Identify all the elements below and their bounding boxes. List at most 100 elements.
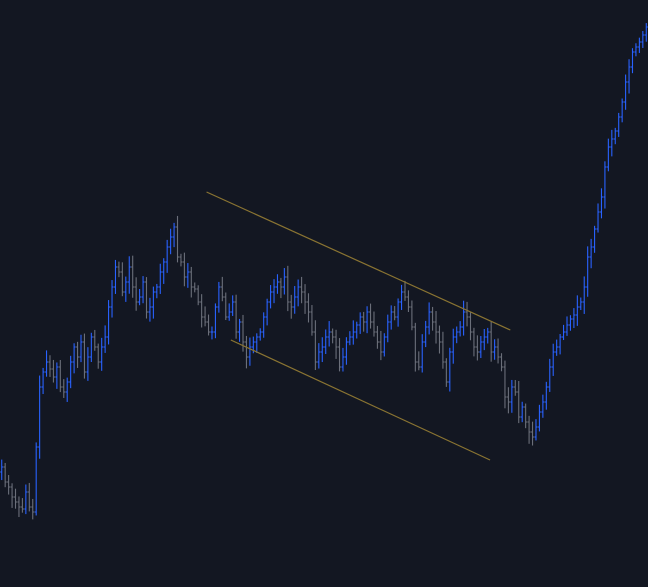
price-bar: [424, 320, 428, 348]
price-bar: [107, 300, 111, 345]
price-bar: [513, 380, 517, 396]
price-bar: [627, 59, 631, 94]
price-bar: [89, 332, 93, 363]
price-bar: [603, 161, 607, 209]
price-bar: [196, 285, 200, 306]
price-bar: [289, 294, 293, 319]
price-bar: [162, 258, 166, 284]
price-bar: [69, 355, 73, 389]
price-bar: [389, 305, 393, 330]
price-bar: [20, 498, 24, 513]
price-bar: [624, 74, 628, 110]
price-bar: [331, 328, 335, 344]
price-bar: [634, 43, 638, 57]
price-bar: [7, 475, 11, 495]
price-bar: [434, 311, 438, 344]
price-bar: [306, 293, 311, 323]
price-bar: [62, 379, 66, 398]
price-bar: [155, 283, 159, 299]
price-bar: [524, 403, 528, 429]
price-bar: [341, 347, 345, 372]
price-bar: [496, 338, 500, 364]
price-bar: [72, 343, 76, 374]
price-bar: [34, 442, 38, 516]
price-bar: [565, 316, 569, 336]
price-bar: [269, 285, 273, 309]
price-bar: [282, 268, 286, 295]
price-bar: [503, 360, 507, 409]
price-bar: [17, 496, 21, 518]
price-bar: [334, 329, 338, 359]
price-bar: [248, 337, 252, 366]
price-bar: [613, 127, 617, 145]
price-bar: [372, 311, 376, 337]
price-bar: [489, 321, 493, 362]
price-bar: [620, 98, 624, 123]
price-bar: [562, 324, 566, 341]
price-bar: [586, 246, 590, 297]
price-bar: [400, 284, 404, 310]
price-bar: [179, 253, 183, 267]
price-bar: [375, 325, 379, 349]
price-bar: [86, 347, 90, 381]
price-bar: [641, 30, 645, 48]
price-bar: [348, 331, 352, 346]
channel-lower-line[interactable]: [230, 339, 491, 461]
price-bar: [296, 279, 300, 307]
trend-channel[interactable]: [206, 191, 511, 461]
price-bar: [244, 335, 248, 369]
price-bar: [527, 415, 531, 444]
price-bar: [541, 394, 545, 418]
price-bar: [172, 222, 176, 248]
price-bar: [327, 321, 331, 347]
price-bar: [413, 322, 417, 372]
price-bar: [482, 328, 486, 351]
price-bar: [393, 306, 397, 321]
price-bar: [38, 375, 42, 459]
price-bar: [510, 379, 514, 413]
price-bar: [144, 277, 149, 319]
channel-upper-line[interactable]: [206, 191, 511, 331]
price-bar: [200, 294, 204, 328]
price-bar: [286, 265, 290, 312]
price-bar: [379, 330, 383, 361]
price-bar: [41, 367, 45, 394]
price-bar: [234, 294, 238, 339]
price-bar: [151, 286, 155, 319]
price-bar: [255, 333, 259, 353]
price-bar: [382, 333, 386, 357]
price-bar: [520, 401, 524, 423]
price-bar: [593, 225, 597, 253]
price-bar: [337, 338, 342, 372]
price-bar: [31, 498, 35, 520]
price-bar: [344, 337, 348, 365]
price-bar: [189, 266, 193, 298]
price-bar: [24, 484, 28, 515]
price-bar: [403, 280, 407, 301]
price-bar: [213, 303, 217, 339]
price-bar: [238, 318, 242, 342]
price-bar: [169, 228, 173, 255]
price-bar: [300, 276, 304, 304]
price-bar: [544, 381, 548, 410]
price-bar: [462, 300, 466, 336]
price-bar: [568, 315, 572, 331]
price-bar: [506, 387, 510, 414]
price-bar: [110, 280, 114, 318]
price-bar: [224, 292, 228, 321]
price-bar: [599, 188, 604, 219]
price-bar: [465, 301, 469, 327]
price-bar: [365, 306, 369, 334]
price-bar: [575, 295, 579, 326]
price-bar: [141, 276, 145, 304]
price-bar: [206, 314, 211, 336]
price-bar: [551, 343, 555, 376]
price-bar: [3, 462, 7, 488]
price-bar: [582, 276, 586, 314]
price-bar: [158, 263, 162, 294]
price-bar: [455, 326, 459, 344]
price-bar: [351, 320, 355, 345]
price-bar: [44, 350, 49, 377]
